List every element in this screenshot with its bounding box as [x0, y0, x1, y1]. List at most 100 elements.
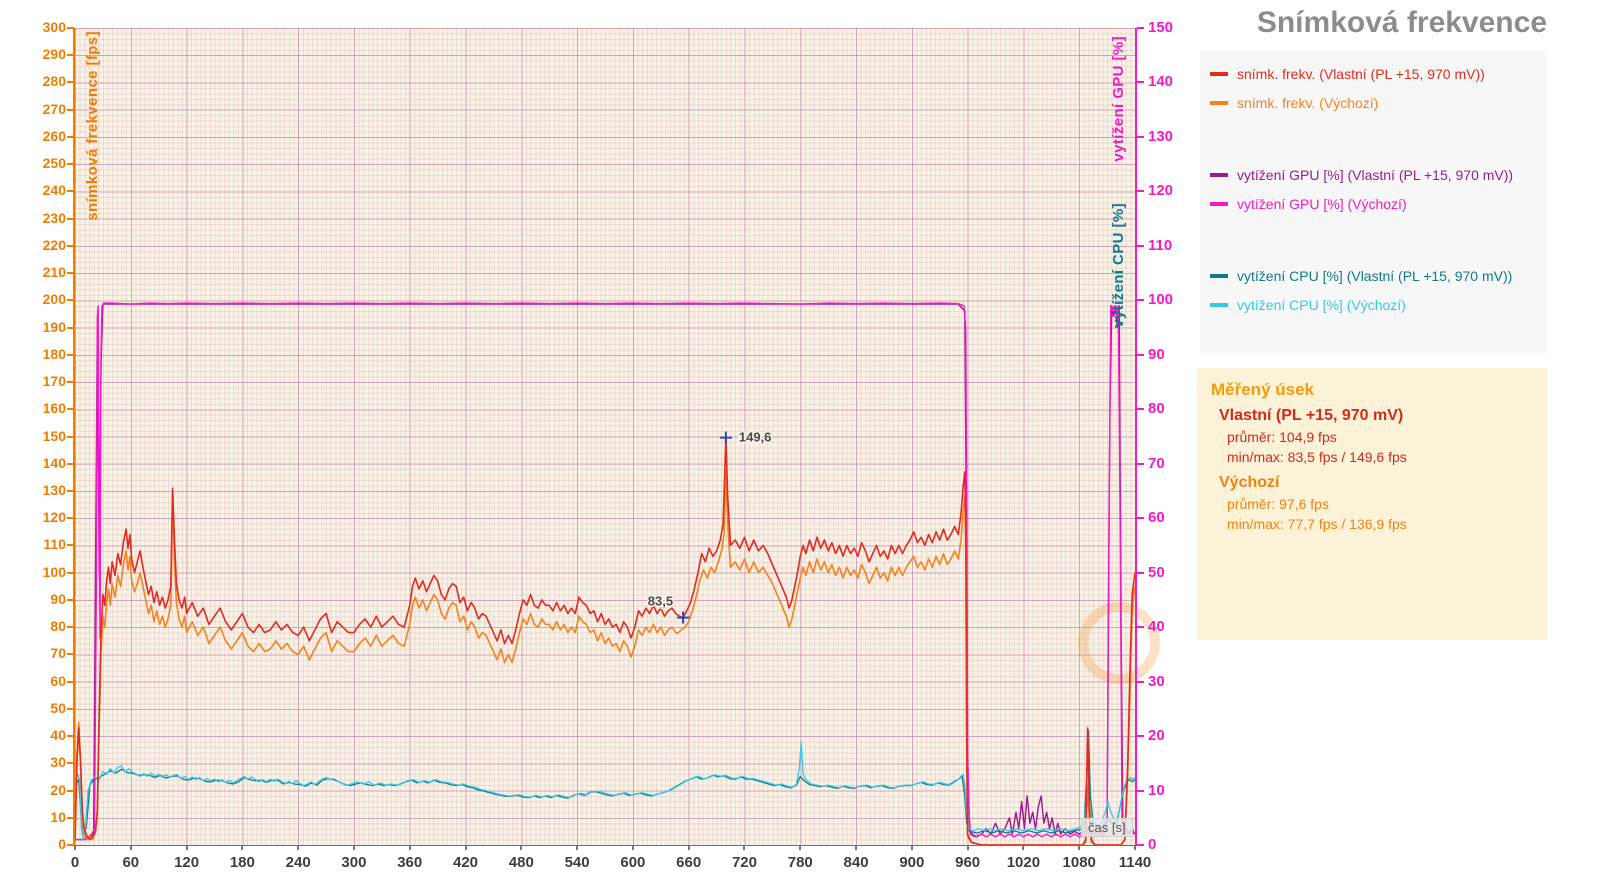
fps-tick-label: 180: [42, 345, 66, 362]
fps-tick: [67, 544, 74, 547]
series-fps-vychozi: [74, 471, 1136, 846]
pct-tick: [1137, 735, 1144, 738]
fps-tick-label: 110: [43, 536, 66, 553]
fps-tick-label: 270: [42, 100, 66, 117]
pct-tick-label: 140: [1148, 73, 1174, 91]
x-tick: [910, 845, 913, 850]
legend-item: vytížení CPU [%] (Výchozí): [1208, 290, 1547, 319]
legend-item: vytížení CPU [%] (Vlastní (PL +15, 970 m…: [1208, 261, 1547, 290]
fps-tick: [67, 816, 74, 819]
legend-item: vytížení GPU [%] (Výchozí): [1208, 189, 1547, 218]
fps-axis-line: [73, 28, 75, 846]
legend-item-label: snímk. frekv. (Výchozí): [1237, 94, 1379, 111]
fps-tick: [67, 244, 74, 247]
x-tick-label: 1080: [1062, 854, 1096, 871]
fps-tick: [67, 272, 74, 275]
pct-tick: [1137, 299, 1144, 302]
fps-tick: [67, 626, 74, 629]
profile1-minmax: min/max: 83,5 fps / 149,6 fps: [1227, 449, 1407, 465]
legend-item-label: vytížení CPU [%] (Vlastní (PL +15, 970 m…: [1237, 267, 1513, 284]
profile2-name: Výchozí: [1219, 474, 1280, 491]
series-cpu-vychozi: [74, 740, 1136, 841]
fps-tick-label: 160: [42, 400, 66, 417]
fps-tick: [67, 435, 74, 438]
pct-tick-label: 70: [1148, 454, 1165, 472]
fps-tick-label: 190: [42, 318, 66, 335]
fps-tick: [67, 571, 74, 574]
x-tick-label: 540: [564, 854, 590, 871]
chart-title: Snímková frekvence: [1256, 6, 1547, 39]
cpu-axis-title: vytížení CPU [%]: [1110, 203, 1127, 328]
legend-item: vytížení GPU [%] (Vlastní (PL +15, 970 m…: [1208, 160, 1547, 189]
series-fps-vlastni: [74, 436, 1136, 846]
x-tick-label: 360: [397, 854, 423, 871]
annotation-marker: 83,5: [646, 592, 690, 624]
fps-tick: [67, 735, 74, 738]
pct-tick: [1137, 81, 1144, 84]
annotation-marker: 149,6: [719, 428, 773, 446]
fps-tick: [67, 762, 74, 765]
legend-swatch: [1210, 302, 1228, 307]
measured-section-panel: Měřený úsek Vlastní (PL +15, 970 mV) prů…: [1197, 368, 1547, 640]
pct-tick: [1137, 680, 1144, 683]
legend-swatch: [1210, 71, 1228, 76]
pct-axis-line: [1135, 28, 1137, 846]
fps-tick-label: 100: [42, 563, 66, 580]
x-tick: [74, 845, 76, 850]
fps-tick: [67, 462, 74, 465]
fps-tick: [67, 217, 74, 220]
fps-tick-label: 130: [42, 481, 66, 498]
fps-tick: [67, 653, 74, 656]
x-tick: [241, 845, 244, 850]
pct-tick-label: 30: [1148, 672, 1165, 690]
fps-tick: [67, 598, 74, 601]
x-tick-label: 240: [285, 854, 311, 871]
pct-tick-label: 130: [1148, 127, 1174, 145]
plot-area: [75, 28, 1135, 845]
pct-tick: [1137, 844, 1144, 846]
fps-tick: [67, 408, 74, 411]
fps-tick-label: 80: [50, 618, 66, 635]
pct-tick: [1137, 626, 1144, 629]
pct-tick-label: 90: [1148, 345, 1165, 363]
fps-tick: [67, 517, 74, 520]
fps-tick: [67, 190, 74, 193]
fps-tick-label: 230: [42, 209, 66, 226]
x-tick-label: 1020: [1006, 854, 1041, 871]
x-tick-label: 0: [70, 854, 80, 871]
fps-tick-label: 280: [42, 73, 66, 90]
fps-tick-label: 40: [50, 727, 66, 744]
x-tick: [743, 845, 746, 850]
profile2-average: průměr: 97,6 fps: [1227, 496, 1329, 512]
annotation-label: 83,5: [648, 594, 673, 609]
x-tick: [352, 845, 355, 850]
x-tick-label: 660: [676, 854, 702, 871]
fps-tick: [67, 299, 74, 302]
x-tick-label: 720: [731, 854, 757, 871]
legend-item: snímk. frekv. (Vlastní (PL +15, 970 mV)): [1208, 59, 1547, 88]
fps-axis-title: snímková frekvence [fps]: [84, 31, 101, 221]
x-axis-line: [73, 845, 1137, 846]
legend-swatch: [1210, 201, 1228, 206]
x-tick: [1078, 845, 1081, 850]
x-tick-label: 180: [229, 854, 255, 871]
x-tick-label: 60: [122, 854, 140, 871]
x-tick-label: 420: [453, 854, 479, 871]
x-tick: [799, 845, 802, 850]
series-gpu-vychozi: [75, 302, 1136, 841]
x-tick: [855, 845, 858, 850]
pct-tick: [1137, 353, 1144, 356]
measured-section-heading: Měřený úsek: [1211, 380, 1314, 399]
x-tick-label: 480: [508, 854, 534, 871]
pct-tick-label: 20: [1148, 727, 1165, 745]
fps-tick-label: 140: [42, 454, 66, 471]
x-tick-label: 780: [787, 854, 813, 871]
pct-tick: [1137, 517, 1144, 520]
pct-tick-label: 80: [1148, 400, 1165, 418]
fps-tick: [67, 789, 74, 792]
fps-tick-label: 10: [50, 808, 66, 825]
fps-tick-label: 150: [42, 427, 66, 444]
fps-tick: [67, 54, 74, 57]
fps-tick-label: 60: [50, 672, 66, 689]
fps-tick-label: 240: [42, 182, 66, 199]
